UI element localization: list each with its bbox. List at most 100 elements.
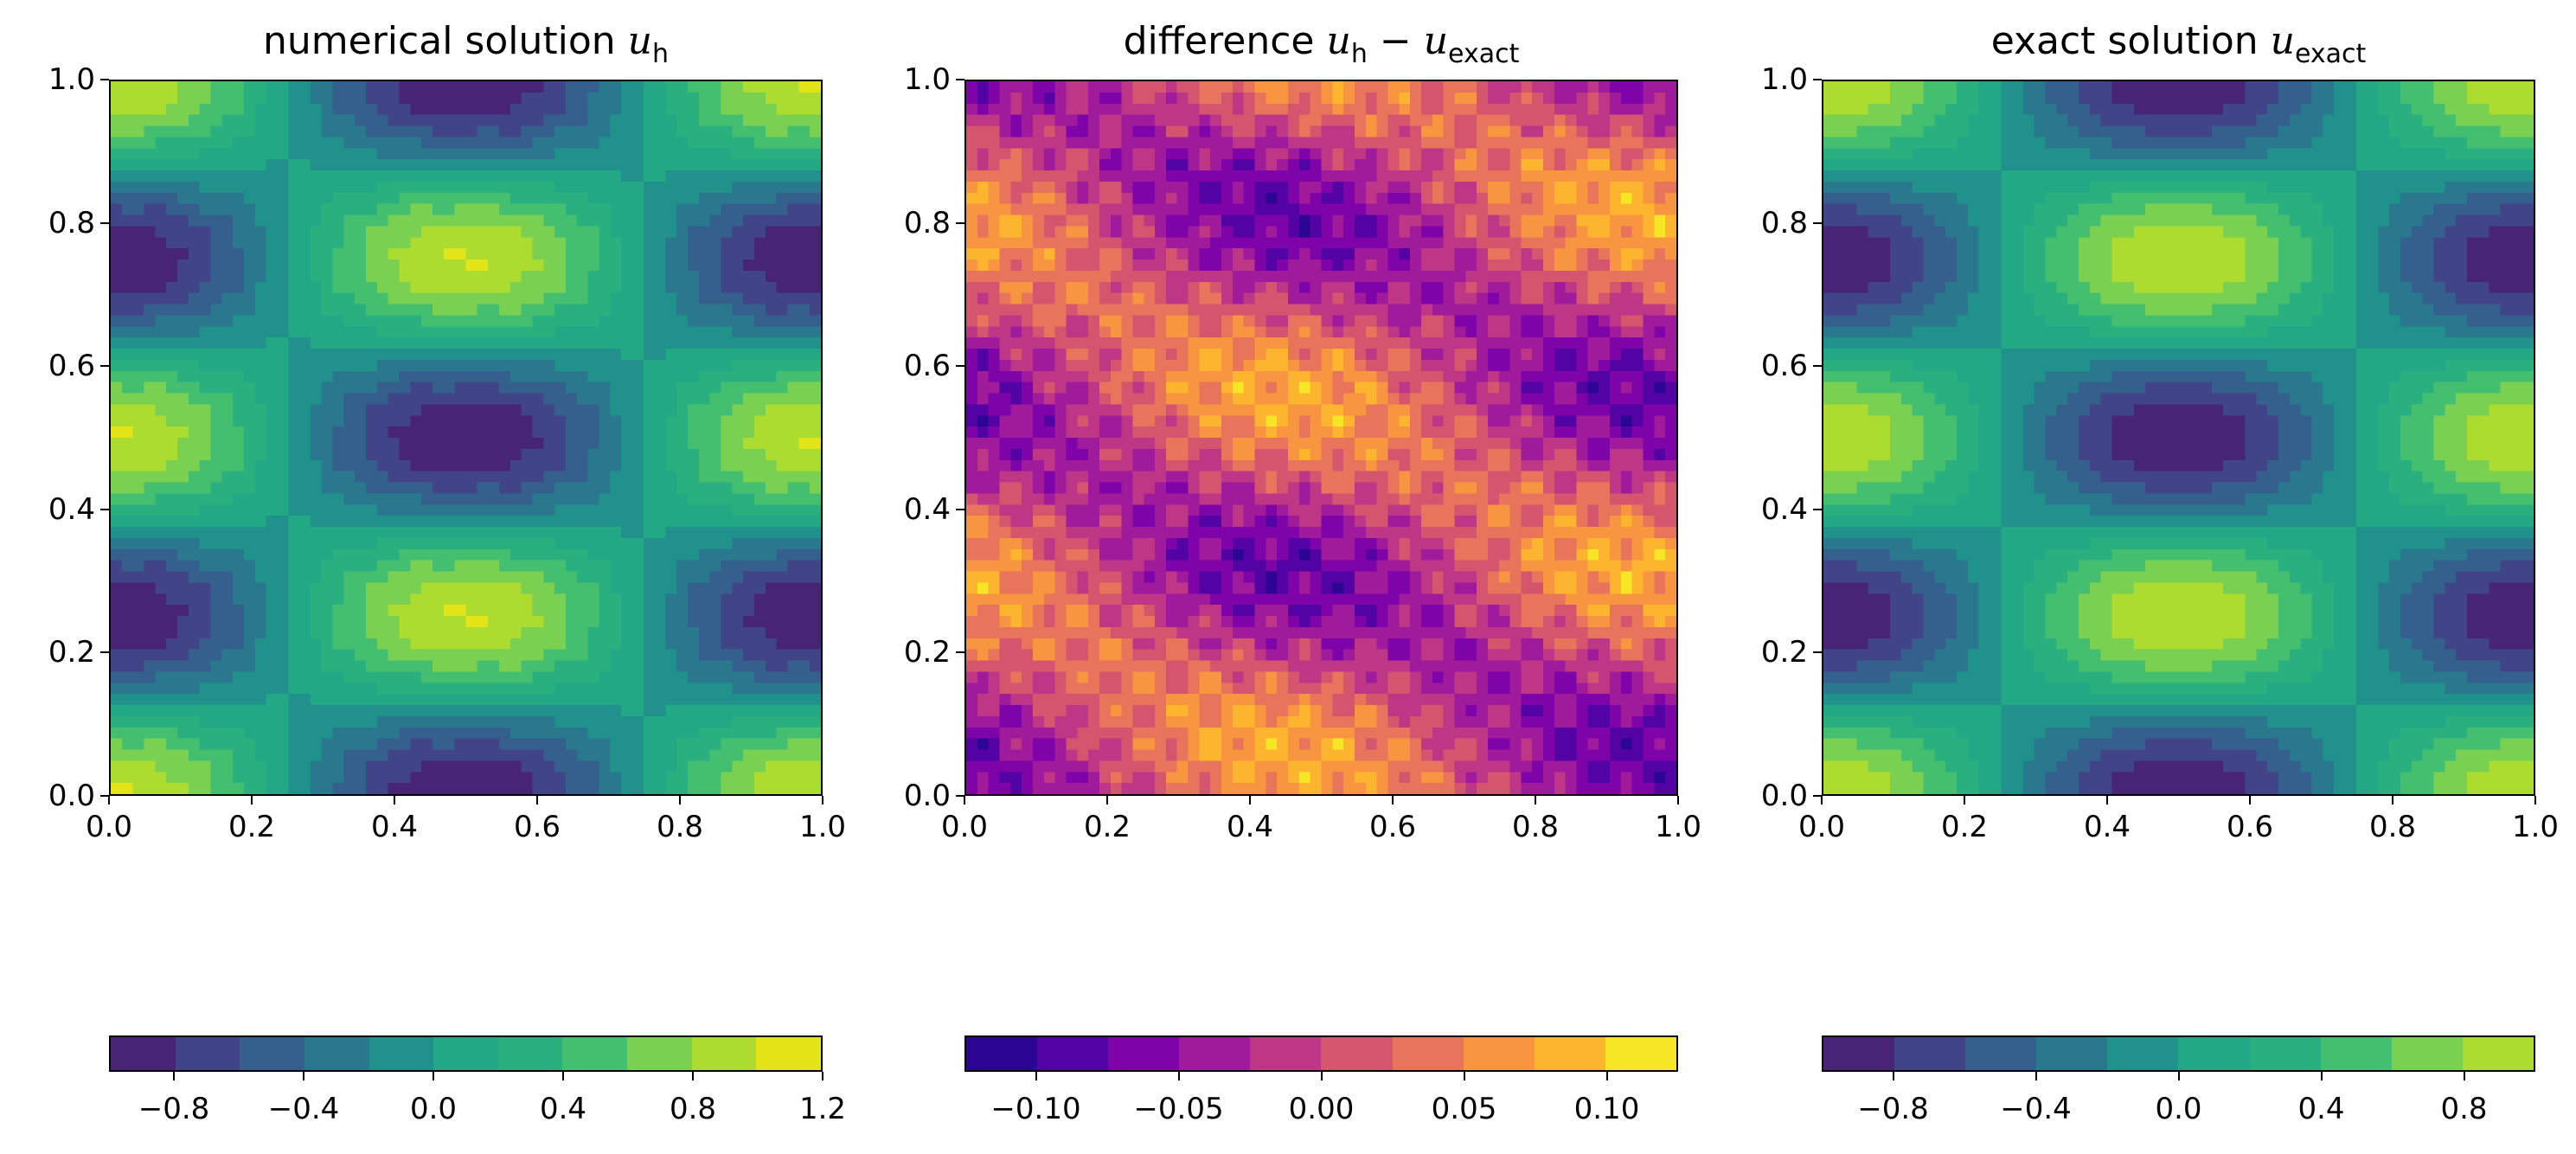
contour-cell: [565, 359, 578, 372]
contour-cell: [776, 527, 789, 539]
contour-cell: [243, 215, 256, 228]
contour-cell: [399, 626, 412, 639]
contour-cell: [199, 359, 212, 372]
contour-cell: [221, 326, 234, 338]
contour-cell: [111, 638, 123, 651]
contour-cell: [366, 148, 378, 160]
contour-cell: [732, 215, 744, 228]
contour-cell: [621, 337, 633, 349]
contour-cell: [277, 170, 289, 183]
contour-cell: [787, 649, 799, 662]
contour-cell: [709, 616, 722, 628]
contour-cell: [266, 349, 279, 361]
contour-cell: [132, 137, 145, 149]
contour-cell: [798, 370, 811, 383]
contour-cell: [332, 638, 345, 651]
contour-cell: [376, 783, 389, 794]
title-text: numerical solution: [263, 19, 628, 63]
contour-cell: [477, 482, 489, 495]
contour-cell: [798, 393, 811, 406]
contour-cell: [132, 527, 145, 539]
contour-cell: [454, 137, 467, 149]
contour-cell: [610, 705, 622, 717]
contour-cell: [1099, 527, 1112, 539]
contour-cell: [1032, 459, 1045, 472]
contour-cell: [366, 359, 378, 372]
contour-cell: [643, 159, 656, 171]
y-tick-mark: [100, 795, 109, 797]
contour-cell: [254, 326, 267, 338]
contour-cell: [321, 304, 334, 317]
contour-cell: [787, 260, 799, 272]
contour-cell: [1099, 638, 1112, 651]
contour-cell: [754, 215, 766, 228]
contour-cell: [543, 649, 555, 662]
contour-cell: [665, 404, 677, 416]
contour-cell: [798, 783, 811, 794]
contour-cell: [1088, 281, 1100, 294]
contour-cell: [631, 203, 644, 216]
contour-cell: [321, 605, 334, 617]
contour-cell: [388, 482, 400, 495]
contour-cell: [599, 727, 611, 740]
contour-cell: [132, 783, 145, 794]
contour-cell: [388, 159, 400, 171]
contour-cell: [188, 638, 201, 651]
contour-cell: [221, 459, 234, 472]
contour-cell: [565, 315, 578, 327]
contour-cell: [743, 315, 755, 327]
contour-cell: [743, 471, 755, 484]
contour-cell: [111, 349, 123, 361]
contour-cell: [288, 683, 300, 695]
contour-cell: [410, 226, 422, 238]
contour-cell: [199, 81, 212, 93]
contour-cell: [299, 660, 311, 673]
contour-cell: [188, 337, 201, 349]
contour-cell: [210, 715, 222, 728]
contour-cell: [798, 772, 811, 784]
contour-cell: [587, 381, 600, 394]
contour-cell: [610, 292, 622, 305]
contour-cell: [509, 304, 522, 317]
contour-cell: [1043, 727, 1056, 740]
contour-cell: [631, 459, 644, 472]
contour-cell: [155, 426, 167, 439]
contour-cell: [433, 393, 445, 406]
contour-cell: [176, 215, 189, 228]
contour-cell: [709, 270, 722, 283]
contour-cell: [1022, 114, 1034, 127]
contour-cell: [688, 359, 700, 372]
contour-cell: [532, 626, 544, 639]
contour-cell: [155, 192, 167, 205]
contour-cell: [199, 270, 212, 283]
contour-cell: [321, 92, 334, 105]
contour-cell: [787, 560, 799, 573]
contour-cell: [266, 137, 279, 149]
contour-cell: [988, 137, 1001, 149]
contour-cell: [543, 527, 555, 539]
contour-cell: [166, 226, 178, 238]
contour-cell: [310, 103, 323, 116]
contour-cell: [798, 114, 811, 127]
contour-cell: [233, 226, 245, 238]
contour-cell: [188, 359, 201, 372]
contour-cell: [810, 170, 821, 183]
contour-cell: [155, 560, 167, 573]
contour-cell: [498, 226, 511, 238]
contour-cell: [498, 326, 511, 338]
contour-cell: [221, 370, 234, 383]
contour-cell: [688, 393, 700, 406]
contour-cell: [132, 671, 145, 683]
contour-cell: [199, 148, 212, 160]
contour-cell: [554, 783, 567, 794]
contour-cell: [765, 727, 778, 740]
contour-cell: [1088, 426, 1100, 439]
contour-cell: [443, 260, 456, 272]
contour-cell: [698, 683, 711, 695]
contour-cell: [676, 537, 689, 550]
contour-cell: [587, 705, 600, 717]
contour-cell: [754, 560, 766, 573]
contour-cell: [233, 560, 245, 573]
contour-cell: [243, 237, 256, 249]
contour-cell: [698, 215, 711, 228]
